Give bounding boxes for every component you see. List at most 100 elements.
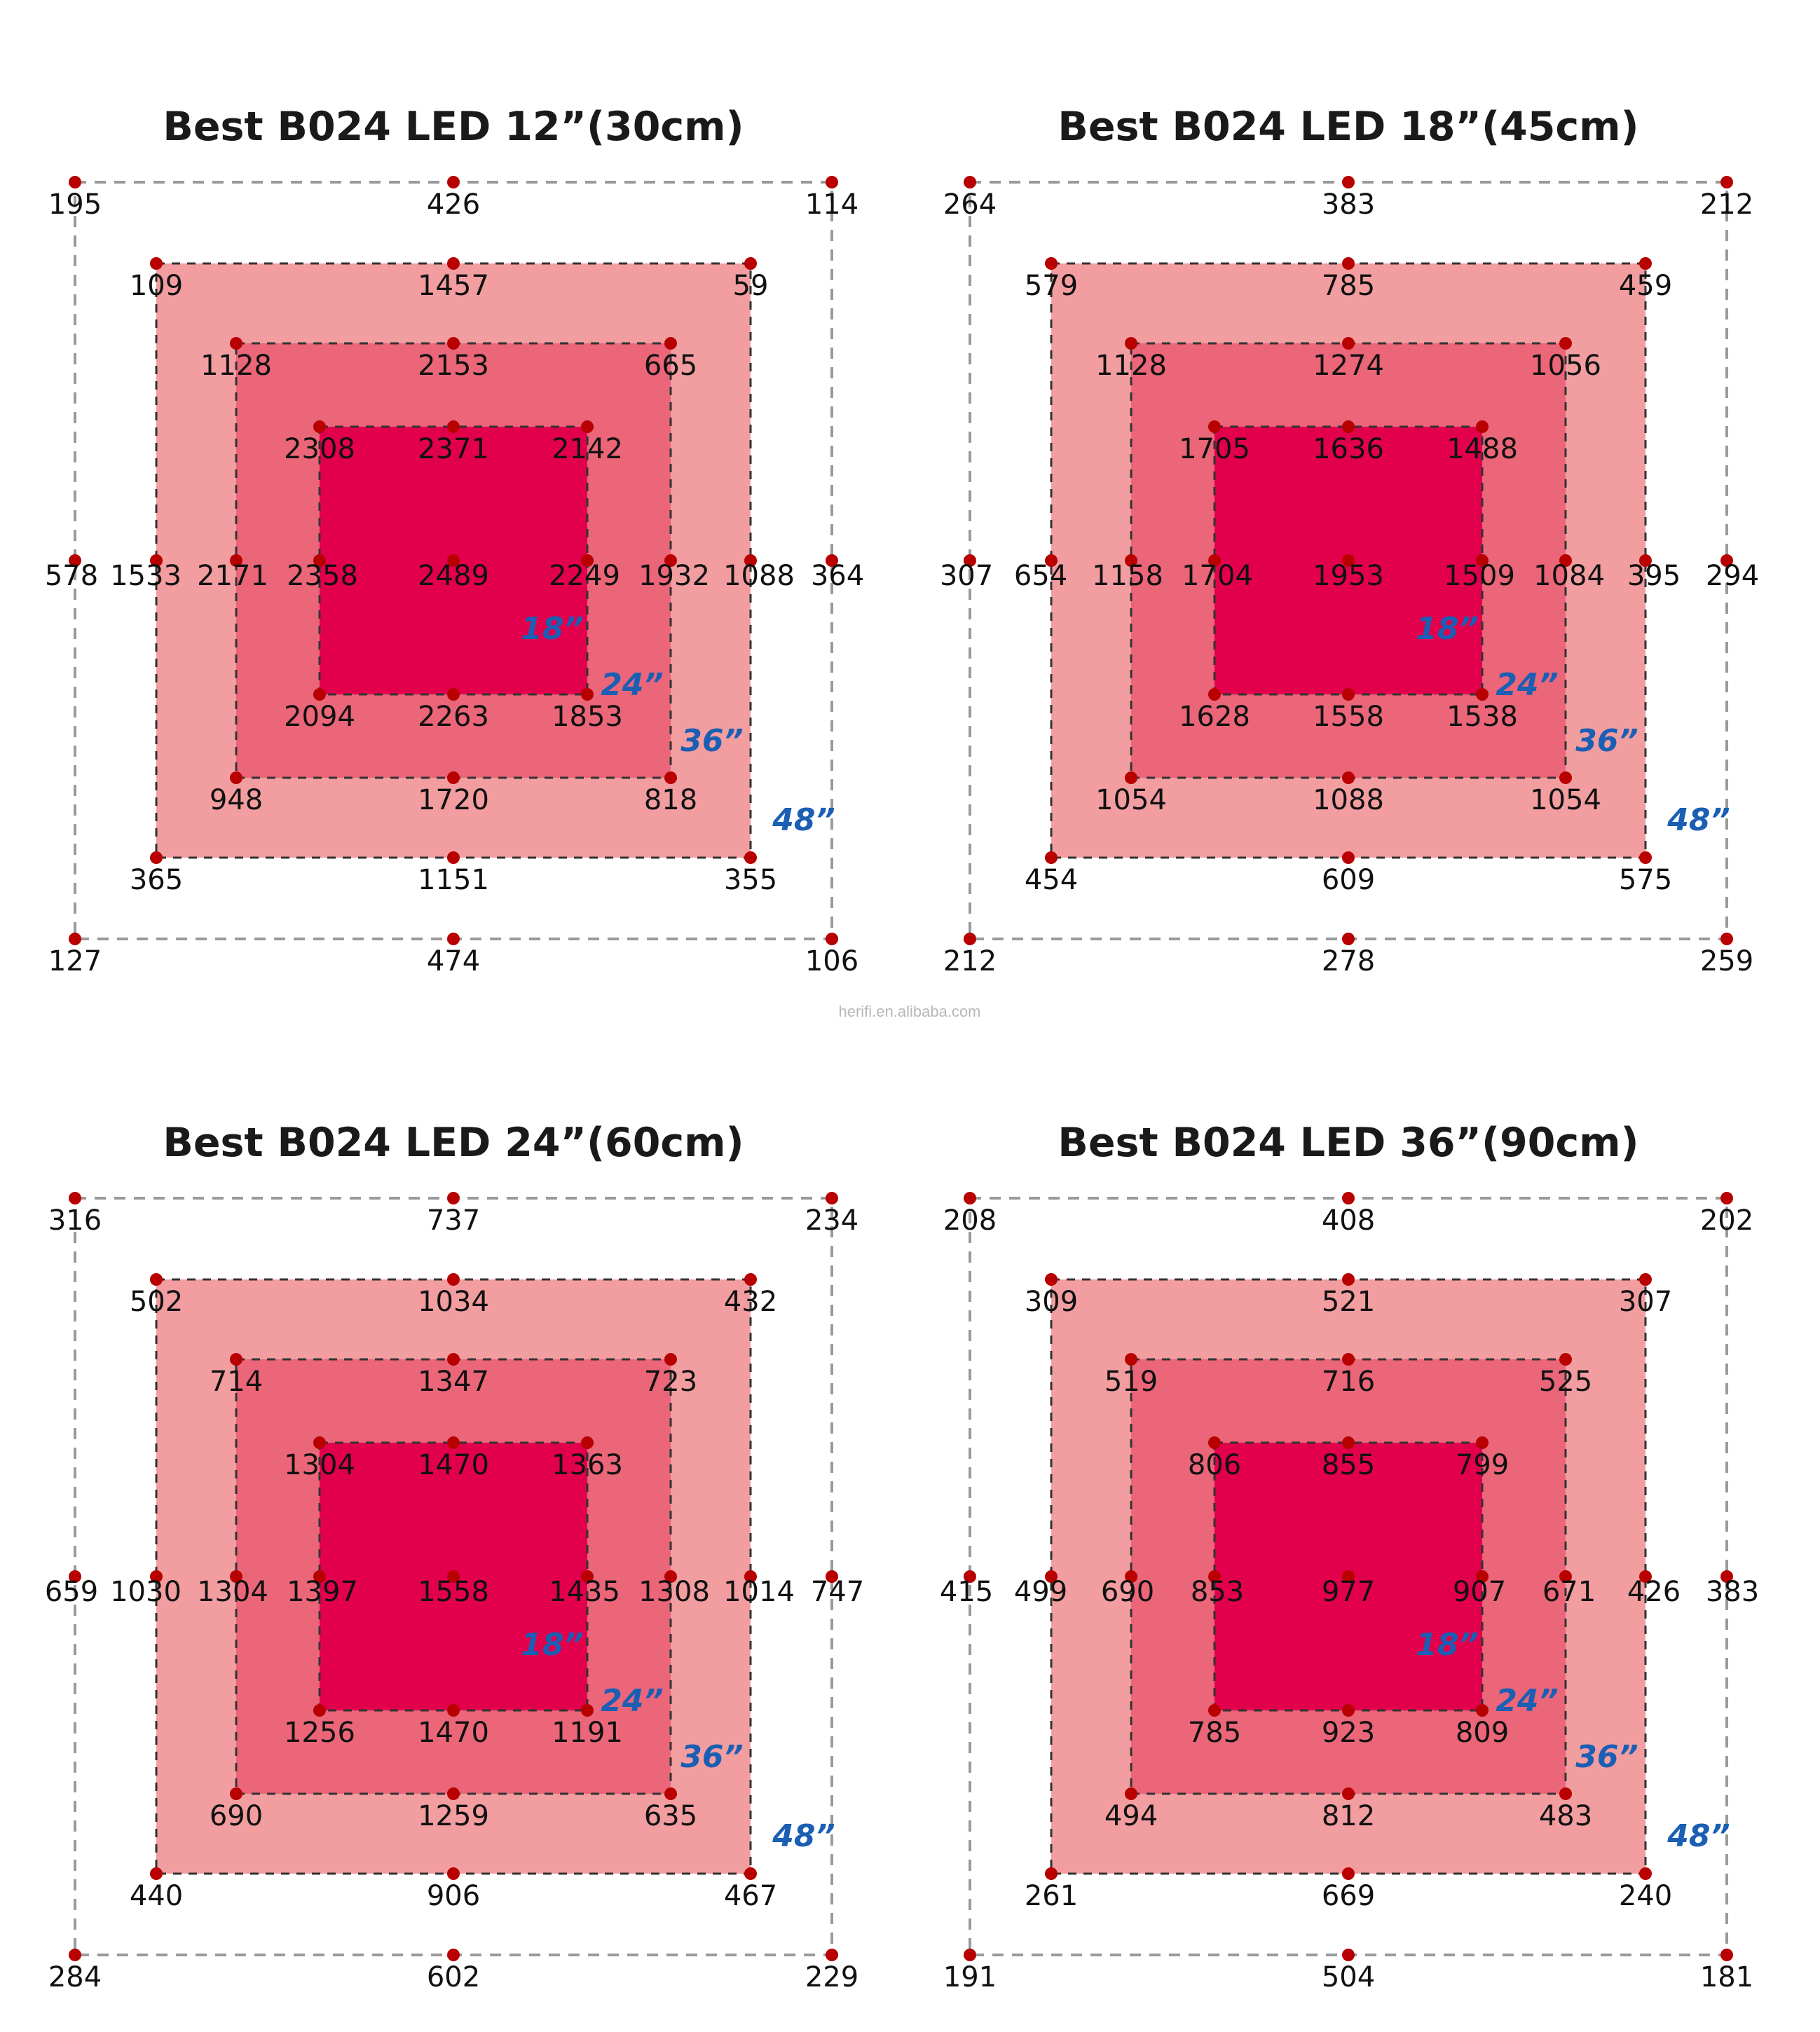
ppfd-value: 1470	[418, 1717, 489, 1749]
measure-point	[447, 933, 460, 945]
ppfd-value: 395	[1627, 560, 1681, 592]
measure-point	[150, 1570, 163, 1583]
ring-label-18: 18”	[1416, 1627, 1479, 1663]
measure-point	[447, 1353, 460, 1366]
measure-point	[230, 771, 242, 784]
measure-point	[1208, 1436, 1221, 1449]
measure-point	[826, 1570, 838, 1583]
measure-point	[1639, 851, 1652, 864]
measure-point	[1342, 176, 1355, 188]
ring-label-48: 48”	[772, 1818, 835, 1854]
measure-point	[1125, 554, 1137, 567]
measure-point	[1342, 257, 1355, 270]
measure-point	[230, 337, 242, 350]
ppfd-value: 2358	[287, 560, 358, 592]
measure-point	[744, 257, 757, 270]
measure-point	[447, 176, 460, 188]
measure-point	[230, 1570, 242, 1583]
ppfd-value: 127	[48, 945, 102, 977]
measure-point	[1045, 1570, 1058, 1583]
measure-point	[1125, 1353, 1137, 1366]
measure-point	[1342, 1353, 1355, 1366]
ppfd-value: 212	[1700, 188, 1753, 221]
center-point	[447, 554, 460, 567]
ppfd-value: 114	[805, 188, 858, 221]
measure-point	[964, 933, 976, 945]
measure-point	[313, 1436, 326, 1449]
ppfd-value: 59	[733, 270, 769, 302]
measure-point	[1639, 1867, 1652, 1880]
watermark: herifi.en.alibaba.com	[838, 1003, 980, 1020]
measure-point	[744, 554, 757, 567]
ppfd-value: 671	[1542, 1576, 1596, 1608]
measure-point	[964, 1949, 976, 1961]
measure-point	[1559, 771, 1572, 784]
panel-1: Best B024 LED 12”(30cm) 195 426 114 578 364 12…	[45, 104, 864, 977]
center-point	[447, 1570, 460, 1583]
ppfd-value: 2263	[418, 701, 489, 733]
ppfd-value: 181	[1700, 1961, 1753, 1993]
measure-point	[313, 688, 326, 701]
measure-point	[150, 1273, 163, 1286]
measure-point	[313, 1704, 326, 1717]
measure-point	[447, 1192, 460, 1204]
measure-point	[1639, 1273, 1652, 1286]
ppfd-value: 502	[130, 1286, 183, 1318]
center-value: 1953	[1313, 560, 1384, 592]
ppfd-value: 494	[1104, 1800, 1158, 1832]
ppfd-value: 1628	[1179, 701, 1250, 733]
measure-point	[744, 1273, 757, 1286]
ppfd-value: 316	[48, 1204, 102, 1237]
ring-label-36: 36”	[680, 723, 744, 759]
ppfd-value: 1128	[200, 350, 272, 382]
measure-point	[1720, 1949, 1733, 1961]
measure-point	[1476, 1704, 1489, 1717]
measure-point	[1342, 933, 1355, 945]
ppfd-value: 669	[1322, 1880, 1375, 1912]
ppfd-value: 575	[1619, 864, 1672, 896]
ppfd-value: 525	[1539, 1366, 1592, 1398]
ppfd-value: 1158	[1092, 560, 1163, 592]
measure-point	[581, 554, 594, 567]
ppfd-value: 602	[427, 1961, 480, 1993]
measure-point	[1342, 420, 1355, 433]
measure-point	[1045, 851, 1058, 864]
ppfd-value: 785	[1322, 270, 1375, 302]
panel-title: Best B024 LED 24”(60cm)	[163, 1120, 744, 1166]
panel-4: Best B024 LED 36”(90cm) 208 408 202 415 383 19…	[940, 1120, 1759, 1993]
ppfd-value: 1488	[1446, 433, 1518, 465]
measure-point	[1342, 688, 1355, 701]
ppfd-value: 855	[1322, 1449, 1375, 1481]
ppfd-value: 1538	[1446, 701, 1518, 733]
ppfd-value: 1347	[418, 1366, 489, 1398]
center-point	[1342, 1570, 1355, 1583]
ppfd-value: 474	[427, 945, 480, 977]
measure-point	[581, 1704, 594, 1717]
ppfd-value: 208	[943, 1204, 997, 1237]
ppfd-value: 1363	[552, 1449, 623, 1481]
panel-title: Best B024 LED 18”(45cm)	[1058, 104, 1638, 150]
ppfd-value: 690	[210, 1800, 263, 1832]
ppfd-value: 483	[1539, 1800, 1592, 1832]
measure-point	[1342, 1273, 1355, 1286]
ppfd-value: 1533	[110, 560, 182, 592]
ppfd-value: 355	[724, 864, 777, 896]
ppfd-value: 1457	[418, 270, 489, 302]
ring-label-18: 18”	[521, 1627, 584, 1663]
measure-point	[447, 771, 460, 784]
ppfd-value: 806	[1188, 1449, 1241, 1481]
ppfd-value: 109	[130, 270, 183, 302]
ppfd-value: 499	[1014, 1576, 1067, 1608]
center-value: 2489	[418, 560, 489, 592]
ppfd-value: 1034	[418, 1286, 489, 1318]
measure-point	[1639, 1570, 1652, 1583]
ppfd-value: 2371	[418, 433, 489, 465]
ppfd-value: 948	[210, 784, 263, 816]
measure-point	[1342, 1704, 1355, 1717]
ppfd-value: 195	[48, 188, 102, 221]
ppfd-value: 809	[1456, 1717, 1509, 1749]
measure-point	[1720, 1192, 1733, 1204]
measure-point	[826, 1192, 838, 1204]
ppfd-value: 1397	[287, 1576, 358, 1608]
ppfd-value: 578	[45, 560, 98, 592]
